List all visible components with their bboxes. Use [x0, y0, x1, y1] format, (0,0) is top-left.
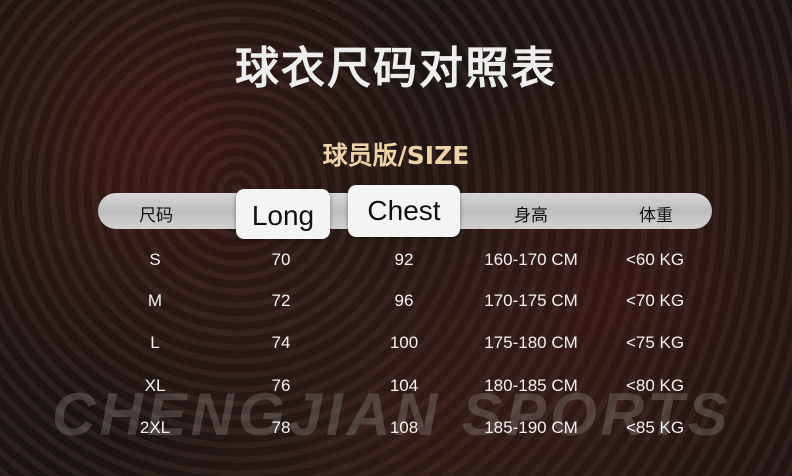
cell-long: 72	[271, 291, 291, 310]
cell-chest: 96	[394, 291, 414, 310]
cell-size: M	[147, 291, 163, 310]
cell-chest: 108	[389, 418, 419, 437]
cell-size: XL	[144, 376, 166, 395]
cell-long: 74	[271, 333, 291, 352]
header-size: 尺码	[139, 206, 173, 226]
cell-long: 70	[271, 250, 291, 269]
cell-chest: 92	[394, 250, 414, 269]
cell-weight: <75 KG	[625, 333, 685, 352]
cell-chest: 100	[389, 333, 419, 352]
header-long: Long	[236, 189, 330, 239]
cell-weight: <80 KG	[625, 376, 685, 395]
cell-height: 170-175 CM	[484, 291, 578, 310]
subtitle: 球员版/SIZE	[322, 141, 470, 170]
page-title: 球衣尺码对照表	[235, 43, 557, 94]
watermark: CHENGJIAN SPORTS	[52, 381, 732, 448]
cell-long: 78	[271, 418, 291, 437]
cell-height: 180-185 CM	[484, 376, 578, 395]
cell-size: L	[150, 333, 160, 352]
cell-weight: <60 KG	[625, 250, 685, 269]
header-weight: 体重	[639, 206, 673, 226]
cell-height: 175-180 CM	[484, 333, 578, 352]
cell-weight: <85 KG	[625, 418, 685, 437]
cell-height: 185-190 CM	[484, 418, 578, 437]
header-chest: Chest	[348, 185, 460, 237]
cell-size: S	[149, 250, 161, 269]
header-height: 身高	[514, 206, 548, 226]
cell-height: 160-170 CM	[484, 250, 578, 269]
cell-weight: <70 KG	[625, 291, 685, 310]
cell-long: 76	[271, 376, 291, 395]
cell-chest: 104	[389, 376, 419, 395]
cell-size: 2XL	[139, 418, 171, 437]
